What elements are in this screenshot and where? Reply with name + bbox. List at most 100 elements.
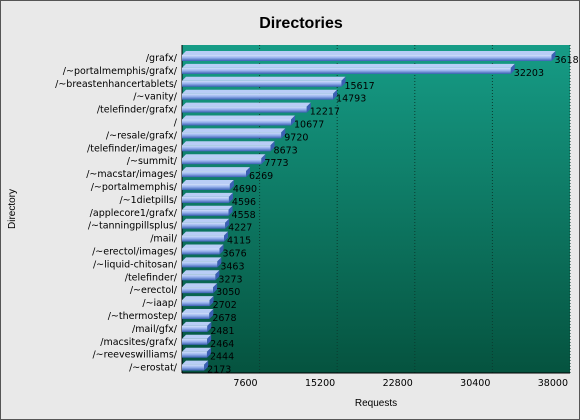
category-label: /~vanity/ [133, 92, 178, 103]
bar [182, 274, 216, 281]
bar-group: 4227 [182, 218, 252, 234]
bar [182, 222, 226, 229]
value-label: 2481 [210, 326, 234, 337]
bar-top-face [182, 51, 556, 55]
category-label: /mail/gfx/ [132, 324, 178, 335]
category-label: /applecore1/grafx/ [90, 208, 178, 219]
x-tick-label: 15200 [305, 378, 335, 389]
bar-top-face [182, 76, 346, 81]
bar [182, 55, 552, 61]
bar [182, 364, 205, 371]
bar-group: 2678 [182, 309, 237, 324]
bar-top-face [182, 360, 209, 365]
value-label: 3676 [223, 249, 247, 260]
bar-end-face [207, 334, 212, 345]
category-label: /~erostat/ [129, 363, 178, 374]
bar-end-face [229, 180, 234, 190]
category-label: / [174, 118, 178, 129]
bar-top-face [182, 231, 229, 236]
bar [182, 351, 207, 358]
bar-end-face [341, 76, 346, 87]
category-label: /macsites/grafx/ [100, 337, 178, 348]
category-label: /telefinder/images/ [87, 143, 178, 154]
bar-group: 2173 [182, 360, 231, 376]
bar-group: 8673 [182, 141, 298, 156]
category-label: /~portalmemphis/grafx/ [63, 66, 178, 77]
bar-end-face [217, 257, 222, 268]
category-label: /~resale/grafx/ [106, 130, 178, 141]
bar-group: 32203 [182, 63, 544, 79]
value-label: 4596 [232, 197, 256, 208]
bar-top-face [182, 89, 338, 94]
bar-top-face [182, 205, 233, 210]
bar [182, 248, 220, 255]
bar-end-face [306, 102, 311, 113]
bar-end-face [261, 154, 266, 165]
chart-title: Directories [259, 15, 343, 32]
x-tick-label: 22800 [383, 378, 413, 389]
value-label: 36187 [554, 55, 579, 66]
bar-group: 10677 [182, 115, 324, 131]
bar [182, 158, 262, 165]
value-label: 15617 [344, 81, 374, 92]
bar-end-face [213, 283, 218, 294]
category-label: /~erectol/ [130, 285, 178, 296]
bar-group: 4690 [182, 180, 257, 195]
bar-end-face [228, 205, 233, 216]
bar-group: 7773 [182, 154, 289, 169]
category-label: /telefinder/grafx/ [97, 105, 178, 116]
bar-group: 6269 [182, 167, 273, 182]
bar-top-face [182, 270, 220, 275]
bar-end-face [224, 231, 229, 242]
category-label: /~1dietpills/ [119, 195, 177, 206]
bar-top-face [182, 218, 230, 223]
bar-top-face [182, 334, 212, 339]
category-label: /~liquid-chitosan/ [93, 259, 178, 270]
bar-group: 36187 [182, 51, 579, 66]
category-label: /~reeveswilliams/ [92, 350, 177, 361]
bar [182, 106, 307, 113]
bar [182, 196, 229, 203]
bar-top-face [182, 347, 211, 352]
value-label: 9720 [284, 132, 308, 143]
category-label: /~portalmemphis/ [91, 182, 178, 193]
category-label: /grafx/ [146, 53, 178, 64]
category-label: /telefinder/ [125, 272, 178, 283]
bar-top-face [182, 180, 234, 184]
bar-group: 2444 [182, 347, 234, 363]
bar-end-face [551, 51, 556, 61]
bar [182, 261, 218, 268]
bar [182, 67, 511, 74]
bar-end-face [206, 347, 211, 358]
x-tick-label: 30400 [460, 378, 490, 389]
bar [182, 184, 230, 190]
value-label: 6269 [249, 171, 273, 182]
bar-end-face [204, 360, 209, 371]
bar [182, 132, 282, 139]
bar-group: 4596 [182, 192, 256, 208]
bar-end-face [228, 192, 233, 203]
bar-top-face [182, 141, 275, 146]
value-label: 2173 [207, 365, 231, 376]
bar-top-face [182, 309, 214, 313]
bar-group: 12217 [182, 102, 340, 118]
category-label: /~breastenhancertablets/ [55, 79, 178, 90]
category-label: /~tanningpillsplus/ [88, 221, 178, 232]
value-label: 4227 [228, 223, 252, 234]
bar-end-face [209, 296, 214, 307]
bar [182, 171, 247, 178]
category-labels: /grafx/ /~portalmemphis/grafx/ /~breastenh… [55, 53, 178, 374]
bar-top-face [182, 167, 251, 172]
bar-end-face [291, 115, 296, 126]
bar-end-face [215, 270, 220, 281]
bar-top-face [182, 154, 266, 159]
value-label: 3273 [218, 274, 242, 285]
value-label: 7773 [264, 158, 288, 169]
bar-group: 15617 [182, 76, 375, 92]
bar [182, 119, 292, 126]
bar [182, 235, 225, 242]
x-tick-label: 38000 [538, 378, 568, 389]
x-tick-labels: 7600 15200 22800 30400 38000 [233, 378, 568, 389]
value-label: 2444 [210, 352, 234, 363]
